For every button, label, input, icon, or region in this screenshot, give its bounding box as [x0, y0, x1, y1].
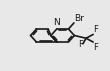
Text: F: F — [78, 40, 83, 49]
Text: N: N — [53, 18, 60, 27]
Text: F: F — [94, 43, 98, 52]
Text: F: F — [94, 25, 98, 34]
Text: Br: Br — [74, 14, 84, 23]
